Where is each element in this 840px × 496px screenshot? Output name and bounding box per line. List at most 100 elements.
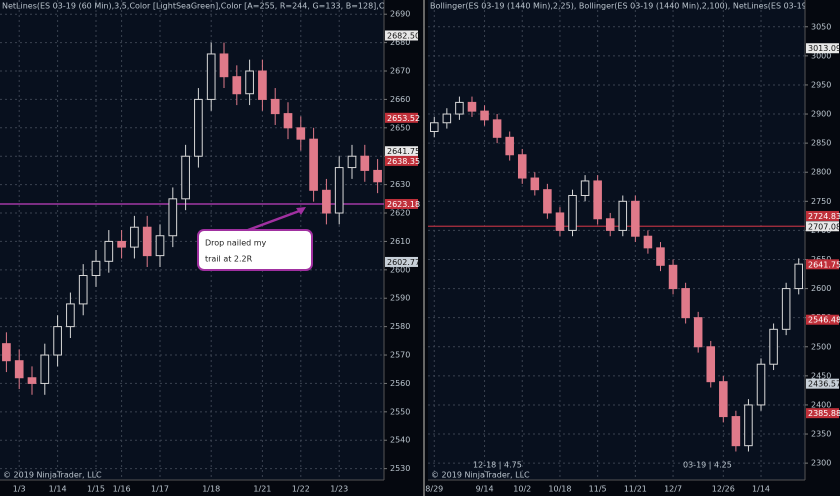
price-marker [806,43,839,54]
x-tick-label: 11/21 [624,485,647,494]
candle-body [155,235,165,257]
y-tick-label: 3050 [811,22,831,31]
candle-body [78,275,88,305]
x-tick-label: 1/23 [330,485,348,494]
candle-body [245,70,254,95]
annotation-arrow [247,208,303,232]
y-tick-label: 2570 [390,351,410,360]
y-tick-label: 2580 [390,322,410,331]
candle-body [442,113,452,124]
x-tick-label: 1/3 [13,485,26,494]
x-tick-label: 1/16 [113,485,131,494]
candle-body [505,136,514,156]
candle-body [130,226,139,248]
price-marker-label: 2724.83 [808,212,840,221]
candle-body [618,200,628,231]
y-tick-label: 2660 [390,95,410,104]
candle-body [373,169,382,183]
y-tick-label: 2630 [390,180,410,189]
x-tick-label: 9/14 [476,485,494,494]
price-marker-label: 2602.77 [387,258,420,267]
x-tick-label: 1/17 [151,485,169,494]
indicator-header: NetLines(ES 03-19 (60 Min),3,5,Color [Li… [2,2,491,11]
candle-body [430,122,439,132]
y-tick-label: 2610 [390,237,410,246]
candle-body [668,264,678,290]
candle-body [731,416,741,447]
y-tick-label: 2350 [811,430,831,439]
candle-body [756,363,766,406]
x-tick-label: 10/18 [548,485,571,494]
candle-body [744,404,753,447]
candle-body [794,263,803,290]
price-marker [385,112,418,123]
candle-body [14,360,24,379]
y-tick-label: 2530 [390,464,410,473]
candle-body [117,240,126,248]
y-tick-label: 2620 [390,209,410,218]
candle-body [480,110,489,121]
candle-body [681,288,690,319]
price-marker [806,221,839,232]
candle-body [270,98,280,115]
y-tick-label: 2850 [811,139,831,148]
y-tick-label: 2600 [811,284,831,293]
candle-body [693,317,703,348]
candle-body [66,303,75,328]
candle-body [334,167,344,214]
price-marker [385,30,418,41]
y-tick-label: 2680 [390,38,410,47]
candle-body [322,189,331,214]
price-marker-label: 2546.48 [808,316,840,325]
indicator-header: Bollinger(ES 03-19 (1440 Min),2,25), Bol… [430,2,840,11]
candle-body [455,101,464,115]
y-tick-label: 2950 [811,80,831,89]
copyright: © 2019 NinjaTrader, LLC [3,471,102,480]
y-tick-label: 2400 [811,400,831,409]
candle-body [605,218,615,231]
candle-body [568,194,577,231]
x-tick-label: 12/26 [712,485,735,494]
y-tick-label: 2750 [811,197,831,206]
price-marker [806,259,839,270]
x-tick-label: 11/5 [589,485,607,494]
candle-body [232,76,242,95]
candle-body [555,212,565,231]
price-marker [385,256,418,267]
candle-body [168,198,178,237]
y-tick-label: 2900 [811,110,831,119]
price-marker [806,314,839,325]
x-tick-label: 10/2 [513,485,531,494]
y-tick-label: 2550 [390,407,410,416]
y-tick-label: 2560 [390,379,410,388]
candle-body [517,154,527,179]
y-tick-label: 2590 [390,294,410,303]
x-tick-label: 1/21 [253,485,271,494]
candle-body [40,354,50,384]
left-plot [0,0,384,480]
candle-body [53,326,62,356]
x-tick-label: 8/29 [425,485,443,494]
candle-body [283,113,293,129]
y-tick-label: 2540 [390,436,410,445]
candle-body [543,189,552,214]
candle-body [706,346,716,383]
candle-body [309,138,318,191]
price-marker [385,155,418,166]
price-marker [806,408,839,419]
candle-body [2,343,11,362]
candle-body [781,288,791,330]
price-marker-label: 2641.75 [808,260,840,269]
price-marker [806,210,839,221]
y-tick-label: 2600 [390,265,410,274]
candle-body [467,101,477,112]
price-marker-label: 2436.57 [808,380,840,389]
y-tick-label: 2670 [390,67,410,76]
x-tick-label: 1/15 [87,485,105,494]
note: 03-19 | 4.25 [683,461,732,470]
candle-body [347,155,357,169]
price-marker-label: 2638.35 [387,157,420,166]
price-marker-label: 2641.75 [387,147,420,156]
candle-body [492,119,502,138]
